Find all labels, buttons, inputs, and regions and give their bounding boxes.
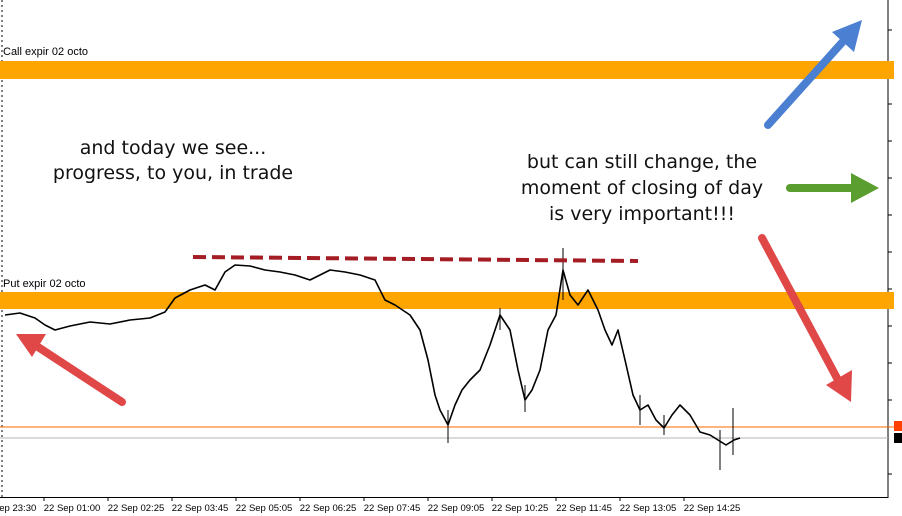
arrow-down	[758, 234, 852, 402]
price-axis-ticks	[888, 29, 892, 475]
annotation-text: moment of closing of day	[521, 177, 763, 199]
time-label: 22 Sep 01:00	[44, 503, 101, 514]
time-label: 22 Sep 06:25	[300, 503, 357, 514]
bid-marker	[894, 421, 902, 431]
time-axis: 22 Sep 23:30 22 Sep 01:00 22 Sep 02:25 22 S…	[0, 497, 740, 514]
annotation-text: progress, to you, in trade	[53, 162, 293, 184]
time-label: 22 Sep 11:45	[556, 503, 612, 514]
call-level-band	[0, 61, 894, 79]
put-level-band	[0, 292, 894, 309]
arrow-right	[786, 173, 879, 203]
annotation-text: is very important!!!	[549, 203, 735, 225]
time-label: 22 Sep 13:05	[620, 503, 677, 514]
annotation-text: and today we see...	[80, 137, 267, 159]
time-label: 22 Sep 10:25	[492, 503, 549, 514]
time-label: 22 Sep 07:45	[364, 503, 421, 514]
annotation-text: but can still change, the	[527, 151, 757, 173]
time-label: 22 Sep 14:25	[684, 503, 741, 514]
arrow-up	[764, 20, 862, 129]
candle-wicks	[447, 248, 734, 470]
put-level-label: Put expir 02 octo	[3, 278, 86, 290]
time-label: 22 Sep 05:05	[236, 503, 293, 514]
arrow-left	[16, 334, 126, 406]
ask-marker	[894, 433, 902, 443]
resistance-line	[192, 255, 639, 263]
call-level-label: Call expir 02 octo	[3, 46, 88, 58]
price-line	[4, 264, 741, 446]
time-label: 22 Sep 03:45	[172, 503, 229, 514]
time-label: 22 Sep 02:25	[108, 503, 165, 514]
time-label: 22 Sep 23:30	[0, 503, 36, 514]
time-label: 22 Sep 09:05	[428, 503, 485, 514]
